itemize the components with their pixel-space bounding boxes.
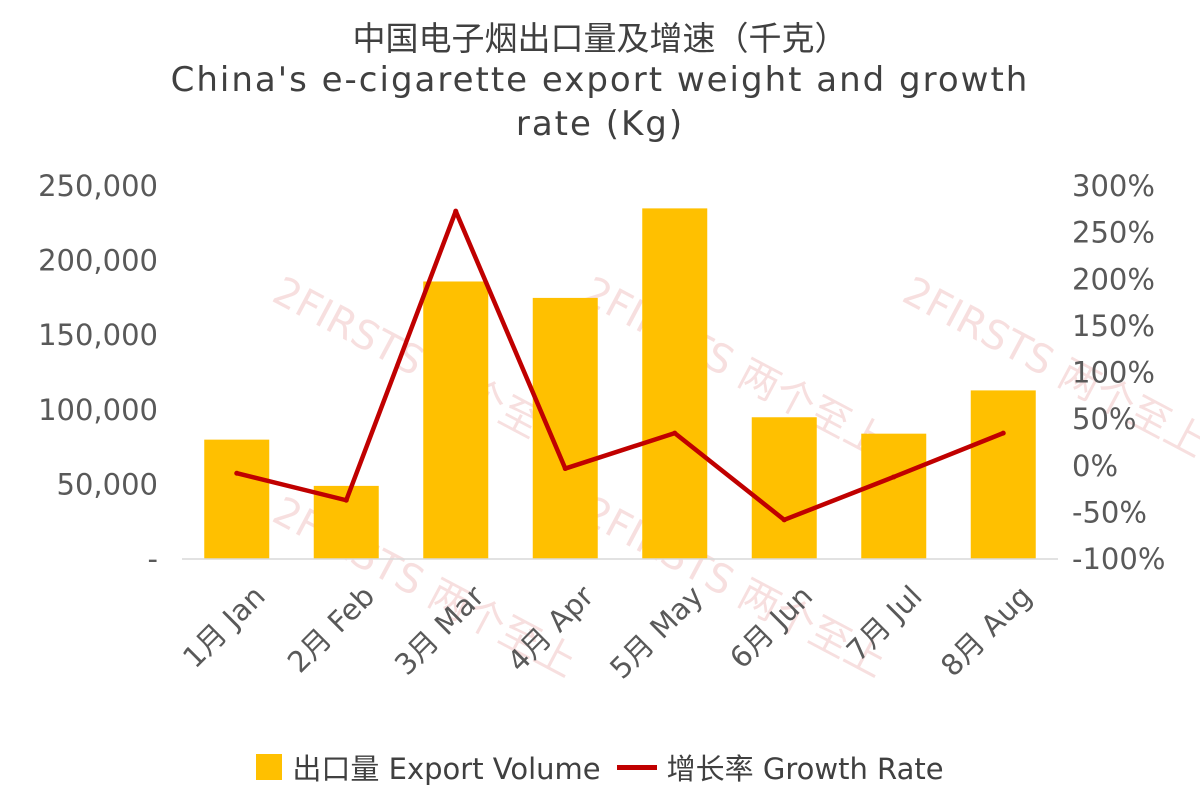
bar-2 (423, 281, 489, 559)
growth-point-2 (453, 208, 459, 214)
chart-subtitle: China's e-cigarette export weight and gr… (170, 60, 1030, 144)
bar-6 (861, 433, 927, 559)
y-right-tick-label: 250% (1072, 216, 1155, 250)
y-left-tick-label: 150,000 (38, 318, 158, 352)
legend-swatch-bar (256, 754, 283, 780)
y-right-tick-label: 300% (1072, 169, 1155, 203)
y-right-tick-label: 50% (1072, 402, 1136, 436)
legend-swatch-line (616, 764, 657, 770)
growth-point-3 (562, 466, 568, 472)
watermark-1: 2FIRSTS 两个至上 (575, 268, 893, 466)
growth-point-1 (343, 497, 349, 503)
legend: 出口量 Export Volume 增长率 Growth Rate (0, 746, 1200, 788)
bar-7 (970, 390, 1036, 559)
growth-point-5 (781, 517, 787, 523)
bar-5 (751, 417, 817, 559)
y-left-tick-label: 100,000 (38, 393, 158, 427)
growth-point-7 (1000, 430, 1006, 436)
x-tick-label: 1月 Jan (176, 579, 272, 675)
bar-3 (532, 297, 598, 559)
growth-point-0 (234, 470, 240, 476)
legend-item-growth-rate: 增长率 Growth Rate (616, 746, 944, 788)
growth-point-6 (891, 474, 897, 480)
y-left-tick-label: 250,000 (38, 169, 158, 203)
y-right-tick-label: 100% (1072, 356, 1155, 390)
y-left-tick-label: - (148, 542, 158, 576)
x-tick-label: 8月 Aug (934, 579, 1038, 683)
x-tick-label: 5月 May (603, 579, 710, 686)
growth-point-4 (672, 430, 678, 436)
y-left-tick-label: 50,000 (57, 467, 158, 501)
y-right-tick-label: 200% (1072, 262, 1155, 296)
y-right-tick-label: 0% (1072, 449, 1118, 483)
y-right-tick-label: 150% (1072, 309, 1155, 343)
y-left-tick-label: 200,000 (38, 244, 158, 278)
x-tick-label: 2月 Feb (281, 579, 381, 679)
y-right-tick-label: -50% (1072, 495, 1147, 529)
y-right-tick-label: -100% (1072, 542, 1165, 576)
legend-label-growth-rate: 增长率 Growth Rate (666, 752, 944, 786)
bar-0 (204, 439, 270, 559)
chart-title: 中国电子烟出口量及增速（千克） (352, 19, 848, 58)
growth-rate-line (236, 208, 1005, 523)
legend-label-export-volume: 出口量 Export Volume (292, 752, 601, 786)
legend-item-export-volume: 出口量 Export Volume (256, 746, 601, 788)
bar-4 (642, 208, 708, 559)
